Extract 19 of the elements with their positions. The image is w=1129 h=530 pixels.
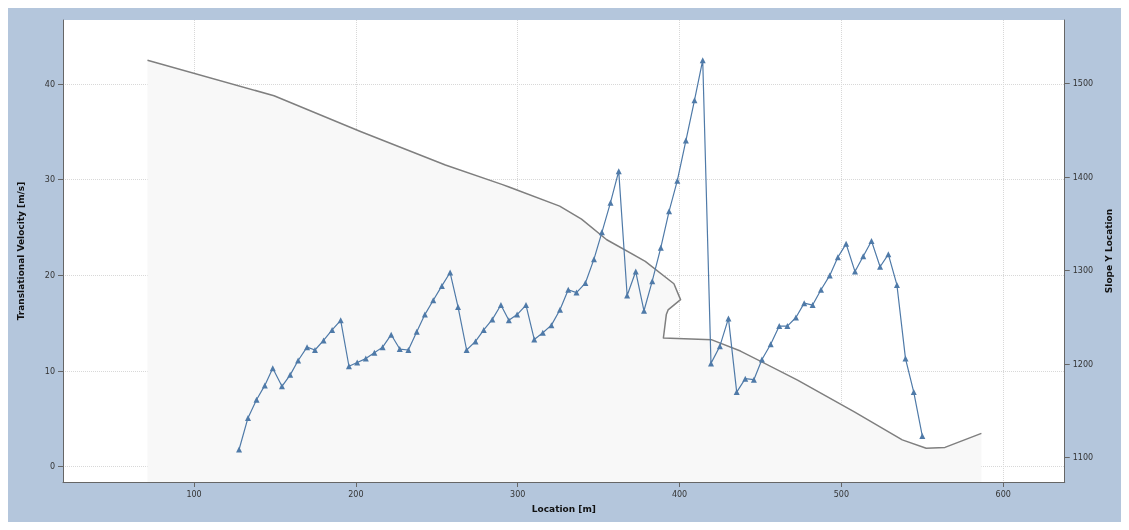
y-tick-label: 10 bbox=[44, 366, 55, 376]
y-tick-label: 40 bbox=[44, 79, 55, 89]
x-tick-label: 500 bbox=[833, 489, 850, 499]
y2-tick-label: 1100 bbox=[1072, 453, 1094, 463]
y2-axis-title: Slope Y Location bbox=[1103, 208, 1114, 294]
y-tick-label: 20 bbox=[44, 270, 55, 280]
x-tick-label: 300 bbox=[510, 489, 526, 499]
y-tick-label: 0 bbox=[49, 462, 55, 472]
x-tick-label: 400 bbox=[671, 489, 688, 499]
x-axis-title: Location [m] bbox=[531, 503, 596, 514]
y2-tick-label: 1400 bbox=[1072, 172, 1094, 182]
y2-tick-label: 1500 bbox=[1072, 79, 1094, 89]
y-axis-title: Translational Velocity [m/s] bbox=[15, 181, 26, 321]
y2-tick-label: 1300 bbox=[1072, 266, 1094, 276]
x-tick-label: 200 bbox=[348, 489, 364, 499]
x-tick-label: 100 bbox=[186, 489, 202, 499]
y-tick-label: 30 bbox=[44, 175, 55, 185]
y2-tick-label: 1200 bbox=[1072, 359, 1094, 369]
x-tick-label: 600 bbox=[995, 489, 1011, 499]
